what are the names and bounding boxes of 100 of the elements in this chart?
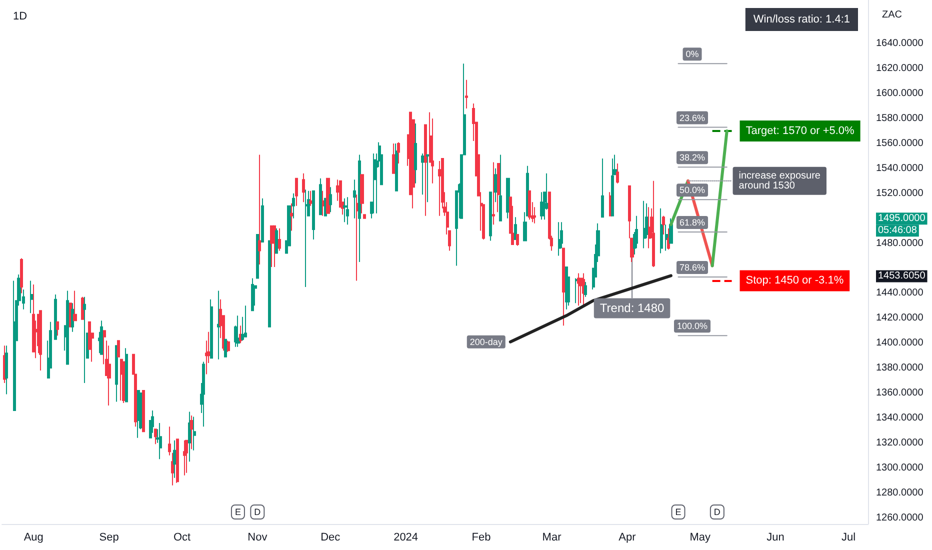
candlestick xyxy=(514,216,517,240)
series-label: 0% xyxy=(686,49,699,60)
candlestick xyxy=(154,428,157,445)
candlestick xyxy=(312,190,315,240)
y-tick-label: 1340.0000 xyxy=(876,412,924,424)
y-tick-label: 1360.0000 xyxy=(876,388,924,398)
candlestick xyxy=(353,179,356,219)
candlestick xyxy=(122,361,125,404)
series-label: 100.0% xyxy=(676,321,708,332)
candlestick xyxy=(54,294,57,340)
candlestick xyxy=(258,154,261,265)
line-series xyxy=(508,274,672,344)
candlestick xyxy=(185,440,188,474)
x-tick-label: Oct xyxy=(173,532,191,544)
candlestick xyxy=(465,79,468,110)
y-tick-label: 1320.0000 xyxy=(876,437,924,448)
x-tick-label: Jun xyxy=(766,532,784,544)
x-tick-label: Apr xyxy=(618,532,636,544)
candlestick xyxy=(319,178,322,216)
annotation: Trend: 1480 xyxy=(600,301,664,316)
candlestick xyxy=(438,160,441,216)
candlestick xyxy=(575,278,578,304)
candlestick xyxy=(322,190,325,216)
candlestick xyxy=(273,225,276,268)
candlestick xyxy=(227,340,230,352)
candlestick xyxy=(363,214,366,219)
candlestick xyxy=(100,320,103,355)
candlestick xyxy=(528,190,531,220)
annotation: E xyxy=(675,507,682,517)
series-label: 78.6% xyxy=(679,262,706,272)
candlestick xyxy=(159,422,162,460)
candlestick xyxy=(667,228,670,250)
candlestick xyxy=(494,168,497,203)
candlestick xyxy=(346,196,349,226)
candlestick xyxy=(275,228,278,254)
candlestick xyxy=(210,298,213,359)
candlestick xyxy=(360,174,364,214)
y-tick-label: 1260.0000 xyxy=(876,512,924,524)
candlestick xyxy=(426,154,429,203)
candlestick xyxy=(414,123,417,184)
candlestick xyxy=(562,248,565,326)
candlestick xyxy=(392,142,395,174)
candlestick xyxy=(251,278,254,312)
y-tick-label: 1300.0000 xyxy=(876,462,924,474)
candlestick xyxy=(516,234,519,246)
candlestick xyxy=(611,158,614,216)
candlestick xyxy=(66,290,69,365)
candlestick xyxy=(120,358,123,401)
y-tick-label: 1400.0000 xyxy=(876,338,924,349)
candlestick xyxy=(329,186,332,213)
candlestick xyxy=(652,180,655,268)
candlestick xyxy=(584,281,587,298)
candlestick xyxy=(309,190,312,206)
x-tick-label: 2024 xyxy=(394,532,418,544)
candlestick xyxy=(176,438,179,484)
candlestick xyxy=(173,440,176,478)
candlestick xyxy=(168,426,171,456)
series-label: 23.6% xyxy=(679,112,706,123)
candlestick xyxy=(358,154,361,262)
candlestick xyxy=(115,345,118,402)
x-tick-label: Jul xyxy=(842,532,856,544)
candlestick xyxy=(424,124,427,216)
candlestick xyxy=(558,222,561,256)
series-label: 200-day xyxy=(470,336,503,347)
candlestick xyxy=(270,225,274,268)
candlestick xyxy=(506,178,510,219)
ref-line-label: Stop: 1450 or -3.1% xyxy=(746,274,844,287)
candlestick xyxy=(397,142,400,164)
candlestick xyxy=(30,280,33,314)
candlestick xyxy=(56,321,59,336)
candlestick xyxy=(492,162,495,226)
candlestick xyxy=(117,340,120,358)
candlestick xyxy=(326,178,330,214)
series-label: 38.2% xyxy=(679,152,706,163)
candlestick xyxy=(395,142,398,192)
candlestick xyxy=(73,290,77,322)
candlestick xyxy=(71,302,74,332)
candlestick xyxy=(582,272,585,306)
candlestick xyxy=(302,172,305,203)
y-axis-title: ZAC xyxy=(882,10,902,20)
candlestick xyxy=(268,240,271,328)
candlestick xyxy=(497,162,500,213)
candlestick xyxy=(83,296,86,384)
candlestick xyxy=(660,208,663,254)
candlestick xyxy=(171,452,174,486)
candlestick xyxy=(616,162,619,184)
y-tick-label: 1620.0000 xyxy=(876,63,924,74)
candlestick xyxy=(278,228,281,252)
y-tick-label: 1453.6050 xyxy=(878,270,926,282)
candlestick xyxy=(142,390,145,432)
text: 1D xyxy=(13,10,28,22)
candlestick xyxy=(421,152,424,196)
candlestick xyxy=(305,189,308,288)
candlestick xyxy=(202,361,205,428)
candlestick xyxy=(662,215,665,236)
y-tick-label: 1480.0000 xyxy=(876,238,924,249)
annotation: Win/loss ratio: 1.4:1 xyxy=(753,14,850,26)
candlestick xyxy=(343,198,347,223)
candlestick xyxy=(244,305,247,338)
candlestick xyxy=(577,272,580,306)
